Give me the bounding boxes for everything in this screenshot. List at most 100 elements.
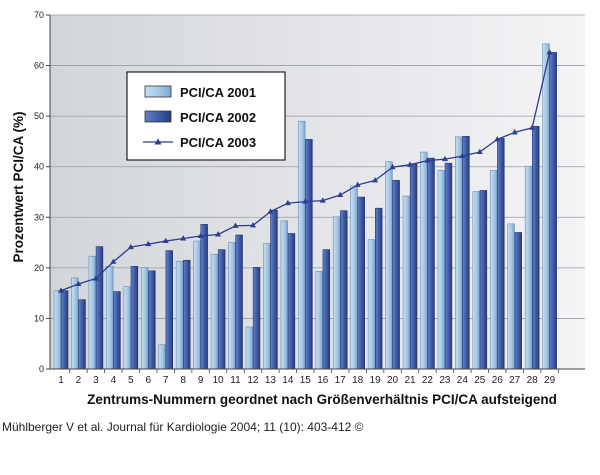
x-tick-label: 18	[352, 375, 364, 386]
bar-2002	[427, 157, 435, 370]
marker-2003	[302, 198, 309, 204]
x-tick-label: 19	[370, 375, 382, 386]
bar-2002	[444, 162, 453, 370]
bar-2002	[130, 266, 139, 370]
bar-2001	[193, 240, 201, 370]
x-tick-label: 3	[93, 375, 99, 386]
marker-2003	[75, 280, 82, 287]
marker-2003	[407, 161, 413, 167]
x-tick-label: 28	[527, 375, 539, 386]
marker-2003	[494, 136, 501, 142]
bar-2002	[287, 233, 296, 370]
y-tick-label: 10	[34, 313, 44, 323]
bar-2001	[228, 242, 236, 370]
bar-2001	[472, 191, 480, 370]
x-tick-label: 2	[76, 375, 82, 386]
bar-2002	[409, 163, 418, 370]
marker-2003	[215, 231, 222, 237]
x-tick-label: 14	[282, 375, 294, 386]
marker-2003	[372, 177, 379, 183]
x-tick-label: 16	[317, 375, 329, 386]
bar-2002	[148, 270, 156, 370]
marker-2003	[197, 232, 204, 238]
bar-2002	[322, 249, 331, 370]
x-axis-ticks: 1 2 3 4 5 6 7 8 9 10 11 12 13 14 15 16 17 18 19 20 21 22 23 24 2…	[58, 369, 559, 386]
line-series	[58, 49, 553, 293]
bar-2002	[183, 259, 191, 370]
x-tick-label: 7	[163, 375, 169, 386]
marker-2003	[180, 235, 187, 241]
x-tick-label: 27	[509, 375, 521, 386]
bar-2001	[88, 255, 97, 370]
bar-2002	[392, 180, 400, 370]
marker-2003	[58, 287, 64, 293]
bar-2002	[479, 190, 488, 370]
legend: PCI/CA 2001 PCI/CA 2002 PCI/CA 2003	[126, 71, 286, 161]
x-tick-label: 17	[335, 375, 347, 386]
bar-2001	[489, 169, 498, 370]
citation-footer: Mühlberger V et al. Journal für Kardiolo…	[2, 420, 364, 434]
bar-2002	[532, 125, 540, 370]
bar-2002	[340, 210, 348, 370]
x-tick-label: 23	[439, 375, 451, 386]
marker-2003	[232, 222, 239, 228]
legend-swatch-2001	[144, 85, 172, 98]
bar-2002	[165, 250, 173, 370]
bar-2001	[123, 286, 131, 370]
bar-2002	[78, 299, 86, 370]
bar-2001	[175, 260, 184, 370]
legend-label-2001: PCI/CA 2001	[180, 85, 256, 100]
bar-2002	[270, 209, 278, 370]
y-tick-label: 30	[34, 212, 44, 222]
marker-2003	[319, 197, 326, 203]
legend-label-2002: PCI/CA 2002	[180, 110, 256, 125]
bar-2001	[420, 151, 428, 370]
marker-2003	[145, 240, 152, 247]
bar-2001	[315, 271, 323, 370]
marker-2003	[354, 181, 361, 187]
legend-swatch-2002	[144, 110, 172, 123]
bar-2002	[462, 136, 470, 370]
marker-2003	[389, 163, 396, 170]
bar-2002	[252, 267, 261, 370]
y-tick-label: 40	[34, 162, 44, 172]
y-tick-label: 0	[39, 364, 44, 374]
x-tick-label: 15	[300, 375, 312, 386]
marker-2003	[249, 222, 256, 228]
x-tick-label: 9	[198, 375, 204, 386]
bar-2002	[305, 139, 313, 370]
bar-2002	[357, 196, 365, 370]
bar-2001	[350, 185, 358, 370]
x-tick-label: 11	[230, 375, 241, 386]
bar-2001	[71, 277, 79, 370]
bar-2002	[217, 249, 226, 370]
marker-2003	[441, 155, 448, 162]
marker-2003	[162, 237, 169, 244]
y-axis-ticks: 0 10 20 30 40 50 60 70	[34, 10, 50, 374]
bar-2001	[524, 165, 533, 370]
bar-2001	[263, 243, 271, 370]
x-tick-label: 13	[265, 375, 277, 386]
marker-2003	[511, 129, 518, 135]
bar-2001	[158, 344, 166, 370]
y-tick-label: 60	[34, 61, 44, 71]
x-axis-label: Zentrums-Nummern geordnet nach Größenver…	[87, 392, 557, 407]
x-tick-label: 29	[544, 375, 556, 386]
bar-2001	[245, 326, 254, 370]
x-tick-label: 8	[180, 375, 186, 386]
bar-2002	[497, 138, 505, 370]
bar-2001	[53, 290, 62, 370]
marker-2003	[267, 208, 274, 214]
bar-2001	[332, 216, 341, 370]
bar-2001	[280, 220, 288, 370]
marker-2003	[127, 243, 134, 250]
bar-2002	[95, 246, 104, 370]
bar-2001	[367, 239, 376, 370]
x-tick-label: 22	[422, 375, 434, 386]
marker-2003	[92, 275, 99, 281]
bar-2001	[106, 266, 114, 370]
x-tick-label: 1	[58, 375, 64, 386]
x-tick-label: 25	[474, 375, 486, 386]
bar-2001	[507, 223, 515, 370]
